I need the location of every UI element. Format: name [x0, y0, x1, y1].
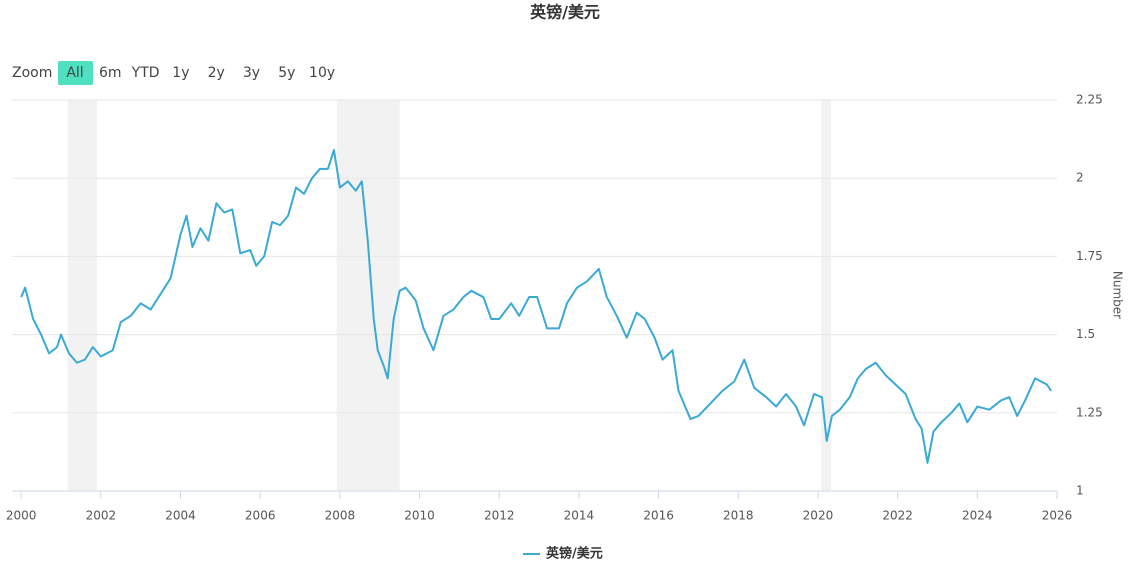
zoom-button[interactable]: All	[66, 65, 83, 81]
x-tick-label: 2012	[484, 509, 515, 523]
x-tick-label: 2002	[86, 509, 117, 523]
zoom-button[interactable]: 3y	[243, 65, 260, 81]
series-line	[20, 149, 1052, 464]
zoom-button[interactable]: 5y	[278, 65, 295, 81]
x-tick-label: 2010	[404, 509, 435, 523]
y-tick-label: 2	[1076, 171, 1084, 185]
shaded-range	[336, 100, 400, 491]
chart-title: 英镑/美元	[529, 3, 600, 22]
zoom-label: Zoom	[12, 65, 52, 81]
x-tick-label: 2024	[962, 509, 993, 523]
zoom-button[interactable]: 10y	[309, 65, 335, 81]
x-tick-label: 2016	[643, 509, 674, 523]
x-tick-label: 2000	[6, 509, 37, 523]
x-tick-label: 2022	[882, 509, 913, 523]
y-axis-label: Number	[1111, 271, 1125, 319]
shaded-range	[821, 100, 832, 491]
x-tick-label: 2006	[245, 509, 276, 523]
legend-label[interactable]: 英镑/美元	[545, 546, 603, 562]
x-tick-label: 2014	[564, 509, 595, 523]
y-tick-label: 1.5	[1076, 327, 1095, 341]
shaded-range	[67, 100, 97, 491]
x-tick-label: 2026	[1042, 509, 1073, 523]
x-tick-label: 2008	[325, 509, 356, 523]
zoom-button[interactable]: 6m	[99, 65, 122, 81]
zoom-button[interactable]: YTD	[131, 65, 160, 81]
x-tick-label: 2004	[165, 509, 196, 523]
x-tick-label: 2018	[723, 509, 754, 523]
y-tick-label: 1.75	[1076, 249, 1103, 263]
zoom-button[interactable]: 1y	[172, 65, 189, 81]
y-tick-label: 1.25	[1076, 405, 1103, 419]
zoom-button-bg[interactable]	[58, 61, 93, 85]
zoom-button[interactable]: 2y	[208, 65, 225, 81]
x-tick-label: 2020	[803, 509, 834, 523]
y-tick-label: 1	[1076, 484, 1084, 498]
y-tick-label: 2.25	[1076, 93, 1103, 107]
